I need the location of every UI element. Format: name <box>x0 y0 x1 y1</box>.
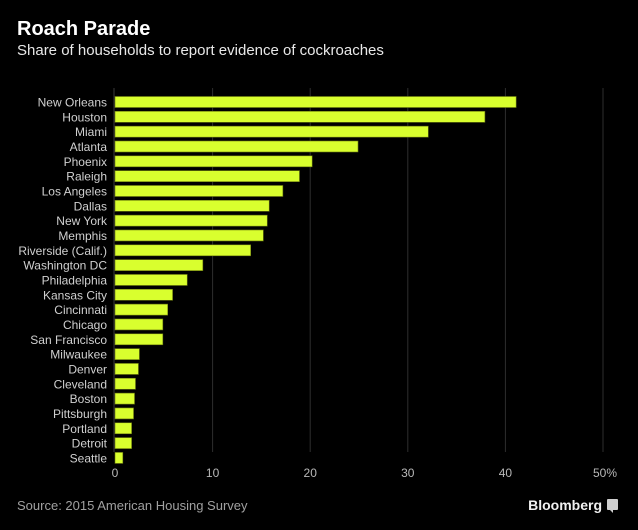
category-label: Miami <box>75 125 107 139</box>
bar <box>114 318 164 331</box>
bar <box>114 140 359 153</box>
category-label: Phoenix <box>64 155 107 169</box>
category-label: Detroit <box>72 437 108 451</box>
bars <box>114 96 517 464</box>
bar <box>114 303 169 316</box>
bar <box>114 96 517 108</box>
bar <box>114 452 124 464</box>
bar <box>114 125 429 138</box>
bar <box>114 185 284 197</box>
bar <box>114 437 132 449</box>
category-label: Dallas <box>74 199 107 213</box>
category-label: Washington DC <box>23 259 107 273</box>
brand-logo: Bloomberg <box>528 497 602 513</box>
category-label: Riverside (Calif.) <box>18 244 107 258</box>
category-label: Cleveland <box>54 377 107 391</box>
category-label: Memphis <box>58 229 107 243</box>
x-tick-labels: 0 10 20 30 40 50% <box>112 466 618 480</box>
category-label: Pittsburgh <box>53 407 107 421</box>
category-label: New York <box>56 214 108 228</box>
category-label: Houston <box>62 110 107 124</box>
bar <box>114 259 204 271</box>
bloomberg-chart-icon <box>607 499 618 513</box>
category-label: Chicago <box>63 318 107 332</box>
bar <box>114 377 136 390</box>
bar <box>114 348 140 360</box>
source-note: Source: 2015 American Housing Survey <box>17 498 248 513</box>
bar <box>114 407 134 420</box>
chart-title: Roach Parade <box>17 18 151 40</box>
category-label: New Orleans <box>38 96 107 110</box>
bar <box>114 422 132 435</box>
category-label: Boston <box>70 392 107 406</box>
x-tick-label: 10 <box>206 466 220 480</box>
category-label: Portland <box>62 422 107 436</box>
bar <box>114 288 173 301</box>
category-labels: New OrleansHoustonMiamiAtlantaPhoenixRal… <box>18 96 108 466</box>
bar <box>114 333 164 346</box>
bar <box>114 170 300 182</box>
x-tick-label: 30 <box>401 466 415 480</box>
category-label: Raleigh <box>66 170 107 184</box>
bar <box>114 214 268 227</box>
bar <box>114 244 251 257</box>
bar <box>114 274 188 286</box>
x-tick-label: 50% <box>593 466 617 480</box>
bar <box>114 111 486 123</box>
category-label: Seattle <box>70 451 108 465</box>
bar <box>114 229 264 242</box>
category-label: Atlanta <box>70 140 108 154</box>
category-label: Milwaukee <box>50 348 107 362</box>
bar <box>114 200 270 212</box>
x-tick-label: 0 <box>112 466 119 480</box>
category-label: Philadelphia <box>42 273 108 287</box>
bar <box>114 392 135 405</box>
x-tick-label: 20 <box>304 466 318 480</box>
category-label: Denver <box>68 362 107 376</box>
category-label: Cincinnati <box>54 303 107 317</box>
bar <box>114 155 313 168</box>
category-label: San Francisco <box>30 333 107 347</box>
chart-subtitle: Share of households to report evidence o… <box>17 42 384 59</box>
bar <box>114 363 139 375</box>
x-tick-label: 40 <box>499 466 513 480</box>
category-label: Los Angeles <box>42 184 107 198</box>
category-label: Kansas City <box>43 288 107 302</box>
